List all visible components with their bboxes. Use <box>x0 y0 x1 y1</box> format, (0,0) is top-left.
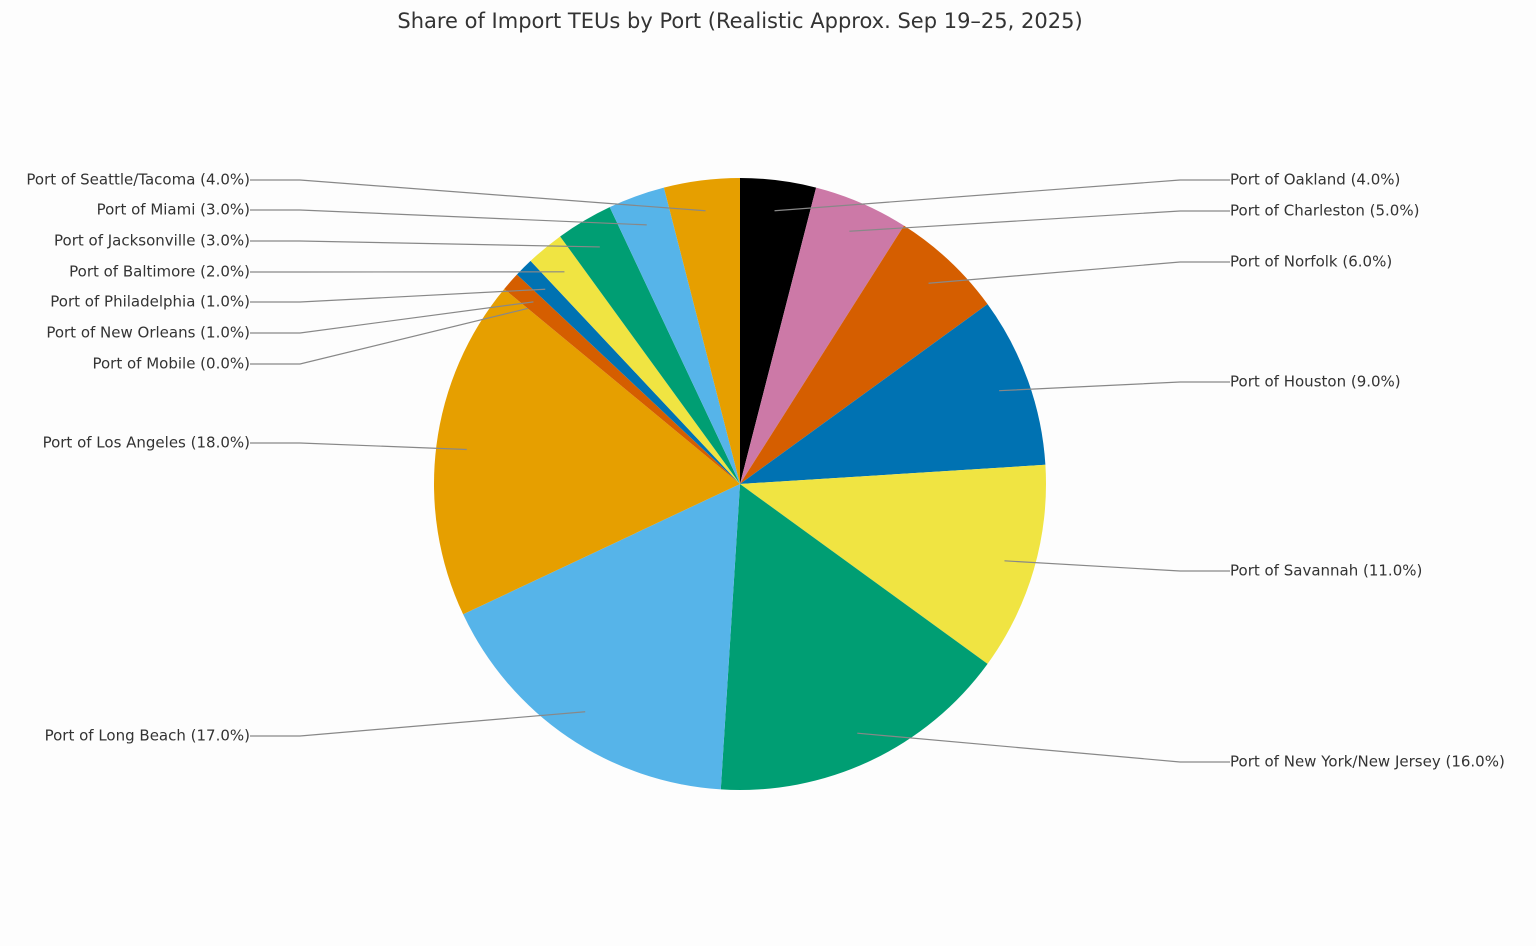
slice-label: Port of Houston (9.0%) <box>1230 373 1401 391</box>
slice-label: Port of Jacksonville (3.0%) <box>54 232 250 250</box>
leader-line <box>250 712 585 736</box>
slice-label: Port of Miami (3.0%) <box>97 201 250 219</box>
leader-line <box>929 262 1230 283</box>
leader-line <box>775 180 1230 211</box>
slice-label: Port of Seattle/Tacoma (4.0%) <box>26 171 250 189</box>
leader-line <box>250 241 600 247</box>
leader-line <box>1004 561 1230 571</box>
slice-label: Port of Philadelphia (1.0%) <box>50 293 250 311</box>
leader-line <box>857 733 1230 762</box>
slice-label: Port of Norfolk (6.0%) <box>1230 253 1392 271</box>
slice-label: Port of Savannah (11.0%) <box>1230 562 1422 580</box>
slice-label: Port of Mobile (0.0%) <box>92 355 250 373</box>
leader-line <box>250 180 705 211</box>
chart-title: Share of Import TEUs by Port (Realistic … <box>397 9 1082 33</box>
slice-label: Port of New Orleans (1.0%) <box>46 324 250 342</box>
slice-label: Port of New York/New Jersey (16.0%) <box>1230 753 1505 771</box>
slice-label: Port of Baltimore (2.0%) <box>69 263 250 281</box>
slice-label: Port of Oakland (4.0%) <box>1230 171 1400 189</box>
slice-label: Port of Charleston (5.0%) <box>1230 202 1419 220</box>
leader-line <box>849 211 1230 231</box>
slice-label: Port of Los Angeles (18.0%) <box>43 434 250 452</box>
slice-label: Port of Long Beach (17.0%) <box>45 727 250 745</box>
leader-line <box>250 443 467 449</box>
leader-line <box>250 210 647 225</box>
leader-line <box>999 382 1230 391</box>
